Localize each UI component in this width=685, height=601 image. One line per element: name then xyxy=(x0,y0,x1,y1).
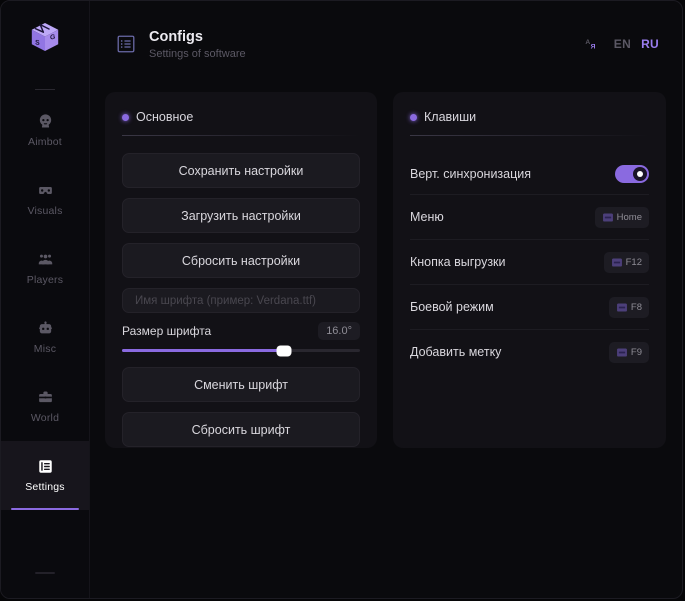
svg-text:S: S xyxy=(35,39,40,47)
svg-text:Я: Я xyxy=(590,44,595,51)
svg-text:G: G xyxy=(50,34,55,42)
svg-text:A: A xyxy=(585,39,590,46)
